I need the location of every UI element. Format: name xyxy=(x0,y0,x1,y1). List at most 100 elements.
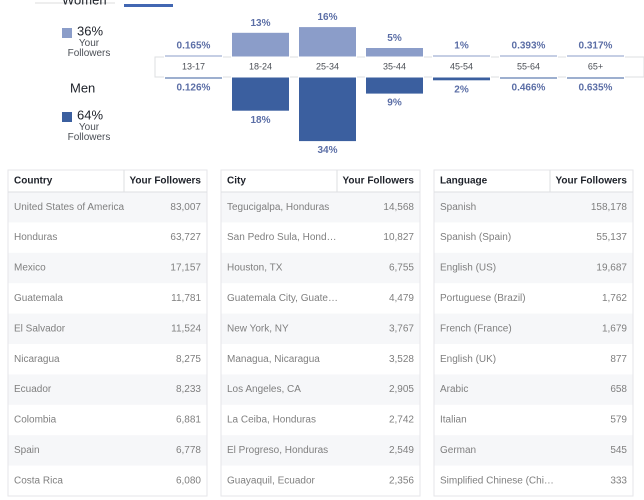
row-bg xyxy=(434,252,633,284)
cell-count: 6,080 xyxy=(176,475,201,486)
cell-count: 545 xyxy=(610,445,627,456)
bar xyxy=(231,31,290,58)
cell-count: 8,275 xyxy=(176,354,201,365)
cell-count: 877 xyxy=(610,354,627,365)
cell-name: German xyxy=(440,445,476,456)
bar-label: 5% xyxy=(387,33,402,44)
cell-name: El Salvador xyxy=(14,323,66,334)
cell-count: 658 xyxy=(610,384,627,395)
cell-count: 2,742 xyxy=(389,415,414,426)
cell-name: El Progreso, Honduras xyxy=(227,445,328,456)
cell-count: 2,356 xyxy=(389,475,414,486)
legend-name: Men xyxy=(70,80,95,95)
header-label: Your Followers xyxy=(343,176,415,187)
cell-name: Ecuador xyxy=(14,384,52,395)
row-bg xyxy=(8,435,207,466)
row-bg xyxy=(434,435,633,466)
cell-count: 19,687 xyxy=(596,263,627,274)
cell-count: 8,233 xyxy=(176,384,201,395)
age-label: 18-24 xyxy=(249,61,272,71)
cell-count: 63,727 xyxy=(170,232,201,243)
bar-label: 0.635% xyxy=(579,83,613,94)
legend-share: 36% xyxy=(77,23,103,38)
row-bg xyxy=(221,435,420,466)
cell-name: French (France) xyxy=(440,323,512,334)
cell-name: Honduras xyxy=(14,232,57,243)
legend-swatch xyxy=(62,112,72,122)
cell-name: La Ceiba, Honduras xyxy=(227,415,316,426)
cell-count: 579 xyxy=(610,415,627,426)
bar xyxy=(164,76,223,80)
bar-label: 0.393% xyxy=(512,41,546,52)
age-label: 55-64 xyxy=(517,61,540,71)
row-bg xyxy=(8,252,207,284)
cell-count: 11,524 xyxy=(171,323,201,334)
bar xyxy=(298,76,357,143)
cell-count: 14,568 xyxy=(383,202,414,213)
row-bg xyxy=(434,192,633,223)
cell-name: Managua, Nicaragua xyxy=(227,354,320,365)
row-bg xyxy=(221,374,420,405)
cell-name: Costa Rica xyxy=(14,475,63,486)
cell-name: Spain xyxy=(14,445,40,456)
bar xyxy=(432,54,491,58)
age-label: 25-34 xyxy=(316,61,339,71)
cell-count: 1,762 xyxy=(602,293,627,304)
cell-name: United States of America xyxy=(14,202,124,213)
cell-name: Simplified Chinese (Chi… xyxy=(440,475,554,486)
bar-label: 16% xyxy=(317,12,337,23)
cell-count: 2,549 xyxy=(389,445,414,456)
bar-label: 0.126% xyxy=(177,83,211,94)
header-label: Country xyxy=(14,176,53,187)
bar-label: 2% xyxy=(454,84,469,95)
cell-name: Mexico xyxy=(14,263,46,274)
bar xyxy=(432,76,491,82)
age-label: 35-44 xyxy=(383,61,406,71)
cell-name: Spanish xyxy=(440,202,476,213)
cell-name: Tegucigalpa, Honduras xyxy=(227,202,329,213)
bar-label: 0.165% xyxy=(177,41,211,52)
cell-name: Houston, TX xyxy=(227,263,283,274)
bar xyxy=(164,54,223,58)
bar-label: 13% xyxy=(250,18,270,29)
cell-name: Los Angeles, CA xyxy=(227,384,301,395)
header-label: Your Followers xyxy=(130,176,202,187)
cell-name: English (US) xyxy=(440,263,496,274)
cell-count: 158,178 xyxy=(591,202,628,213)
row-bg xyxy=(8,192,207,223)
active-tab-indicator xyxy=(124,4,173,7)
row-bg xyxy=(8,374,207,405)
cell-count: 2,905 xyxy=(389,384,414,395)
bar xyxy=(499,54,558,58)
bar-label: 0.466% xyxy=(512,83,546,94)
age-label: 45-54 xyxy=(450,61,473,71)
row-bg xyxy=(8,313,207,344)
cell-count: 11,781 xyxy=(171,293,201,304)
cell-name: Guatemala City, Guate… xyxy=(227,293,338,304)
cell-count: 6,881 xyxy=(176,415,201,426)
bar xyxy=(566,54,625,58)
cell-count: 3,767 xyxy=(389,323,414,334)
bar-label: 1% xyxy=(454,41,469,52)
legend-share: 64% xyxy=(77,107,103,122)
cell-name: English (UK) xyxy=(440,354,496,365)
header-label: Your Followers xyxy=(556,176,628,187)
legend-caption: Your Followers xyxy=(68,122,111,143)
row-bg xyxy=(221,192,420,223)
cell-count: 333 xyxy=(610,475,627,486)
legend-caption: Your Followers xyxy=(68,38,111,59)
legend-swatch xyxy=(62,28,72,38)
header-label: City xyxy=(227,176,246,187)
cell-name: San Pedro Sula, Hond… xyxy=(227,232,337,243)
row-bg xyxy=(221,313,420,344)
cell-name: Colombia xyxy=(14,415,57,426)
cell-name: Nicaragua xyxy=(14,354,60,365)
bar xyxy=(566,76,625,80)
cell-name: Guatemala xyxy=(14,293,63,304)
bar xyxy=(231,76,290,112)
cell-count: 17,157 xyxy=(170,263,201,274)
bar xyxy=(499,76,558,80)
cell-count: 55,137 xyxy=(596,232,627,243)
cell-name: New York, NY xyxy=(227,323,289,334)
